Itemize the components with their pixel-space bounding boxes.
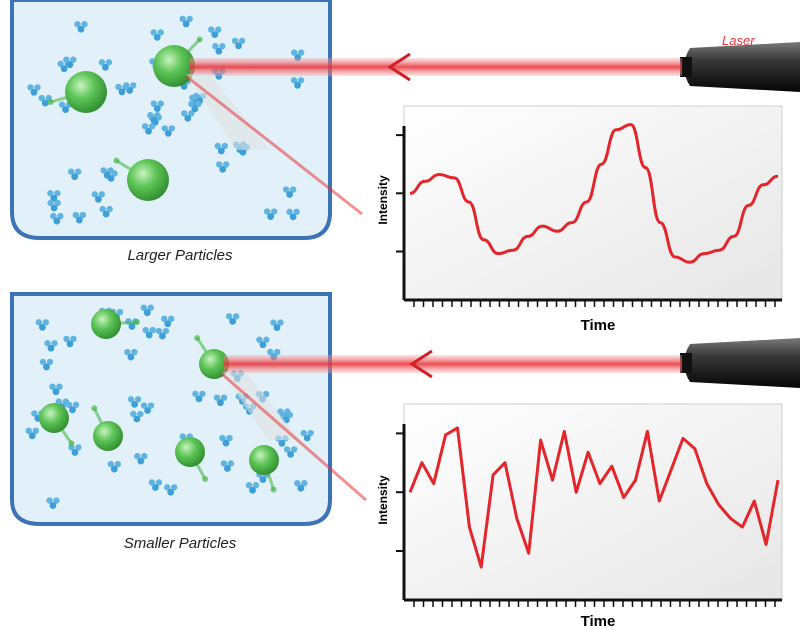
solvent-molecule-icon — [163, 484, 178, 496]
intensity-trace-smaller — [408, 426, 780, 569]
solvent-molecule-icon — [130, 410, 144, 423]
solvent-molecule-icon — [300, 429, 314, 442]
caption-larger-particles: Larger Particles — [127, 247, 233, 264]
solvent-molecule-icon — [39, 358, 54, 371]
solvent-molecule-icon — [220, 460, 235, 472]
solvent-molecule-icon — [283, 446, 298, 458]
solvent-molecule-icon — [44, 340, 58, 352]
solvent-molecule-icon — [179, 15, 193, 28]
solvent-molecule-icon — [282, 186, 297, 198]
solvent-molecule-icon — [147, 111, 161, 124]
plot-axes-top — [396, 126, 782, 307]
intensity-axis-label-top: Intensity — [376, 175, 390, 225]
plot-axes-bottom — [396, 424, 782, 607]
particle-sphere-icon — [175, 437, 209, 483]
solvent-molecule-icon — [142, 326, 156, 339]
caption-smaller-particles: Smaller Particles — [124, 535, 237, 552]
solvent-molecule-icon — [256, 336, 270, 349]
solvent-molecule-icon — [181, 110, 195, 122]
particle-sphere-icon — [47, 71, 107, 113]
solvent-molecule-icon — [208, 26, 222, 39]
solvent-molecule-icon — [141, 123, 156, 135]
solvent-molecule-icon — [74, 21, 88, 33]
beam-direction-arrow-icon-bottom — [409, 349, 433, 379]
scattered-beam-top — [185, 74, 363, 216]
time-axis-label-top: Time — [581, 317, 616, 334]
solvent-molecule-icon — [140, 402, 155, 414]
plot-background-bottom — [403, 403, 783, 601]
solvent-molecule-icon — [99, 205, 113, 218]
solvent-molecule-icon — [140, 304, 154, 317]
panel-smaller: Intensity Time Smaller Particles — [10, 292, 800, 630]
panel-larger: Laser Intensity Time Larger Particles — [10, 0, 800, 334]
particle-sphere-icon — [153, 36, 203, 87]
particle-sphere-icon — [113, 157, 169, 201]
particles-smaller — [39, 309, 279, 493]
solvent-molecule-icon — [231, 37, 246, 50]
solvent-molecule-icon — [225, 313, 240, 325]
laser-beam-top — [190, 58, 682, 76]
solvent-molecule-icon — [270, 319, 284, 331]
solvent-molecule-icon — [215, 161, 230, 173]
solvent-molecule-icon — [150, 29, 164, 41]
solvent-molecule-icon — [192, 390, 206, 403]
intensity-axis-label-bottom: Intensity — [376, 475, 390, 525]
particles-larger — [47, 36, 203, 201]
solvent-molecule-icon — [107, 460, 122, 473]
solvent-molecule-icon — [35, 319, 50, 331]
beam-direction-arrow-icon-top — [387, 52, 411, 82]
particle-sphere-icon — [249, 445, 279, 493]
solvent-molecule-icon — [115, 83, 129, 96]
solvent-molecule-icon — [124, 348, 138, 361]
solvent-molecule-icon — [67, 168, 82, 181]
solvent-molecule-icon — [127, 396, 142, 408]
solvent-molecule-icon — [72, 211, 87, 224]
particle-sphere-icon — [91, 405, 123, 451]
solvent-molecule-icon — [219, 434, 233, 447]
solvent-molecule-icon — [214, 142, 229, 155]
intensity-trace-larger — [409, 123, 779, 264]
time-axis-label-bottom: Time — [581, 613, 616, 630]
solvent-molecule-icon — [134, 452, 148, 465]
solvent-molecule-icon — [294, 479, 308, 492]
solvent-molecule-icon — [263, 208, 278, 220]
solvent-molecule-icon — [188, 100, 202, 113]
laser-pointer-icon-bottom — [680, 338, 800, 388]
solvent-molecule-icon — [100, 167, 114, 179]
solvent-molecule-icon — [148, 479, 163, 491]
laser-pointer-icon-top — [680, 42, 800, 92]
solvent-molecule-icon — [46, 497, 60, 509]
solvent-molecule-icon — [150, 100, 165, 113]
particle-sphere-icon — [194, 334, 229, 379]
solvent-molecule-icon — [63, 56, 77, 69]
solvent-molecule-icon — [27, 84, 41, 96]
solvent-molecule-icon — [50, 212, 64, 225]
laser-label: Laser — [722, 33, 755, 48]
plot-background-top — [403, 105, 783, 301]
solvent-molecule-icon — [245, 482, 260, 494]
solvent-molecule-icon — [161, 125, 176, 137]
solvent-molecule-icon — [63, 335, 77, 348]
solvent-molecule-icon — [25, 427, 39, 440]
solvent-molecule-icon — [290, 77, 305, 89]
particle-sphere-icon — [91, 309, 140, 339]
solvent-molecule-icon — [91, 191, 106, 203]
scatter-cone-bottom — [222, 372, 300, 440]
solvent-molecule-icon — [286, 208, 300, 221]
solvent-molecule-icon — [98, 59, 113, 71]
solvent-molecule-icon — [47, 190, 61, 202]
scattered-beam-bottom — [221, 372, 367, 502]
laser-beam-bottom — [224, 355, 682, 373]
solvent-molecule-icon — [155, 327, 170, 340]
particle-sphere-icon — [39, 403, 75, 447]
solvent-molecule-icon — [161, 315, 175, 328]
solvent-molecule-icon — [212, 43, 226, 55]
solvent-molecule-icon — [49, 383, 63, 396]
solvent-molecule-icon — [47, 199, 61, 212]
solvent-molecule-icon — [213, 394, 228, 407]
